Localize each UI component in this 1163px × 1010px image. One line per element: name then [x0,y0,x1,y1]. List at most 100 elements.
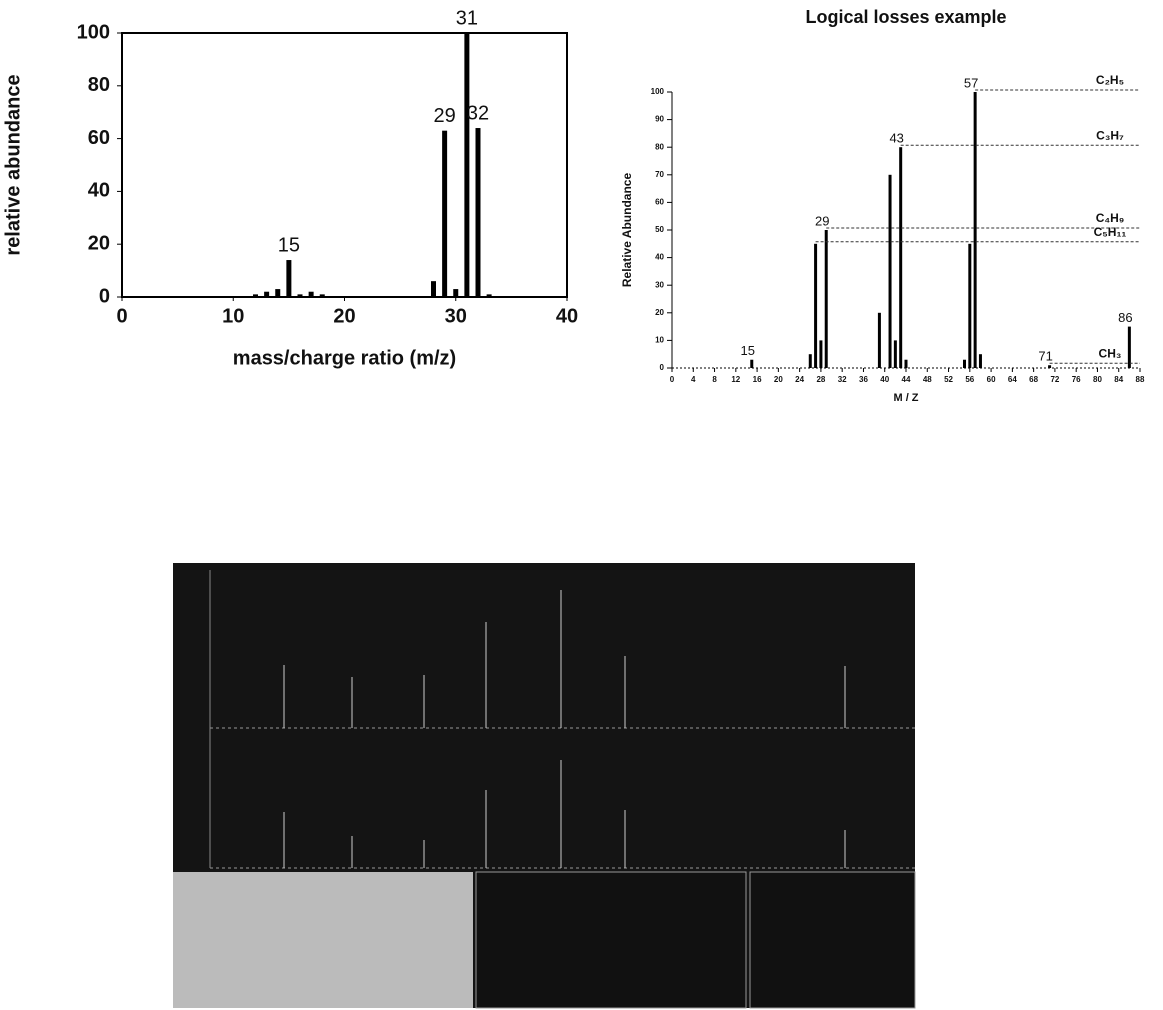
x-tick-label: 20 [333,305,355,327]
y-axis-label: Relative Abundance [620,173,634,288]
plot-frame [121,32,568,298]
bar [253,294,258,297]
y-tick-label: 100 [651,87,665,96]
y-tick-label: 60 [88,127,110,149]
bar [308,291,314,297]
loss-label: CH₃ [1099,346,1122,360]
bar [978,354,982,368]
x-tick-label: 80 [1093,375,1102,384]
screenshot-panel [475,871,747,1009]
x-tick-label: 60 [987,375,996,384]
bar [899,147,903,368]
peak-label: 57 [964,75,978,90]
y-tick-label: 40 [655,253,664,262]
y-tick-label: 80 [88,74,110,96]
bar [963,359,966,368]
peak-label: 29 [815,213,829,228]
peak-label: 43 [889,131,903,146]
bar [824,230,828,368]
x-tick-label: 10 [222,305,244,327]
x-axis-label: mass/charge ratio (m/z) [233,347,456,369]
x-tick-label: 40 [556,305,578,327]
x-tick-label: 12 [731,375,740,384]
peak-label: 29 [434,105,456,127]
x-tick-label: 68 [1029,375,1038,384]
bar [968,243,972,368]
y-tick-label: 70 [655,170,664,179]
bar [750,359,754,368]
bar [486,294,492,297]
x-tick-label: 36 [859,375,868,384]
x-tick-label: 84 [1114,375,1123,384]
x-tick-label: 32 [838,375,847,384]
bar [814,243,818,368]
y-tick-label: 90 [655,115,664,124]
x-tick-label: 88 [1136,375,1145,384]
peak-label: 71 [1038,349,1052,364]
x-tick-label: 64 [1008,375,1017,384]
x-tick-label: 48 [923,375,932,384]
y-tick-label: 60 [655,198,664,207]
peak-label: 15 [278,234,300,256]
y-tick-label: 30 [655,280,664,289]
bar [431,281,436,297]
x-tick-label: 72 [1050,375,1059,384]
y-tick-label: 20 [88,232,110,254]
x-tick-label: 40 [880,375,889,384]
y-tick-label: 100 [77,21,110,43]
screenshot-panel [749,871,916,1009]
loss-label: C₅H₁₁ [1094,225,1127,239]
bar [1127,326,1131,368]
software-screenshot [173,563,916,1009]
y-axis-label: relative abundance [2,74,24,255]
bar [888,174,892,368]
bar [264,291,270,297]
loss-label: C₂H₅ [1096,73,1124,87]
peak-label: 32 [467,102,489,124]
x-tick-label: 30 [445,305,467,327]
x-axis-label: M / Z [893,392,918,404]
screenshot-panel [173,872,473,1008]
y-tick-label: 50 [655,225,664,234]
bar [475,128,481,297]
bar [808,354,812,368]
bar [819,340,823,368]
bar [275,289,281,297]
x-tick-label: 0 [670,375,675,384]
x-tick-label: 52 [944,375,953,384]
x-tick-label: 0 [116,305,127,327]
loss-label: C₃H₇ [1096,128,1124,142]
x-tick-label: 24 [795,375,804,384]
screenshot-peaks [283,590,846,868]
bar [297,294,303,297]
y-tick-label: 40 [88,180,110,202]
bar [904,359,908,368]
bar [442,130,448,297]
bar [973,92,977,368]
x-tick-label: 4 [691,375,696,384]
y-tick-label: 0 [99,285,110,307]
bar [286,260,292,297]
bar [877,312,881,368]
bar [319,294,325,297]
x-tick-label: 20 [774,375,783,384]
loss-label: C₄H₉ [1096,211,1124,225]
bar [1048,365,1052,368]
bar [453,289,459,297]
y-tick-label: 20 [655,308,664,317]
x-tick-label: 76 [1072,375,1081,384]
y-tick-label: 80 [655,142,664,151]
x-tick-label: 28 [816,375,825,384]
x-tick-label: 16 [753,375,762,384]
y-tick-label: 10 [655,336,664,345]
peak-label: 15 [741,343,755,358]
x-tick-label: 8 [712,375,717,384]
x-tick-label: 44 [902,375,911,384]
y-tick-label: 0 [660,363,665,372]
chart-title: Logical losses example [805,7,1006,27]
bar [464,33,470,297]
peak-label: 86 [1118,310,1132,325]
peak-label: 31 [456,7,478,29]
